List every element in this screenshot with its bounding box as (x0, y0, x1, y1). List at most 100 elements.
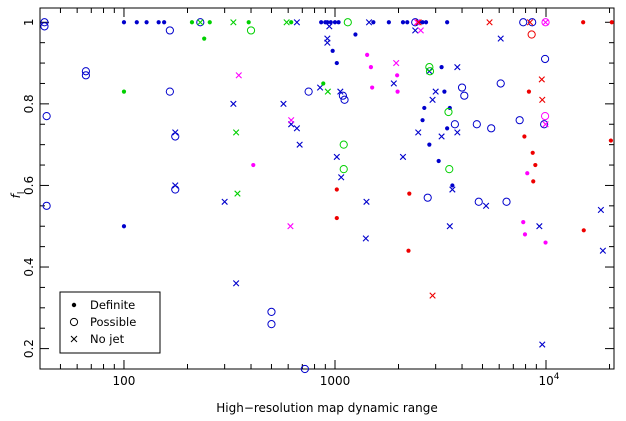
blue-dot-point (439, 65, 444, 70)
magenta-dot-point (365, 52, 370, 58)
y-tick-label: 0.6 (22, 176, 36, 195)
legend-label-definite: Definite (90, 298, 135, 312)
blue-circle-point (423, 193, 432, 202)
red-cross-point (415, 19, 422, 26)
blue-dot-point (121, 224, 127, 229)
green-circle-point (444, 107, 453, 117)
magenta-dot-point (543, 240, 548, 245)
magenta-cross-point (413, 19, 421, 26)
blue-circle-point (450, 120, 459, 129)
blue-cross-point (230, 100, 237, 108)
data-points (40, 18, 614, 374)
blue-cross-point (432, 88, 439, 95)
legend-marker-no-jet (70, 335, 78, 343)
blue-dot-point (325, 20, 330, 25)
blue-circle-point (42, 201, 51, 210)
green-circle-point (445, 165, 454, 174)
axis-ticks (40, 8, 614, 370)
green-circle-point (246, 26, 256, 35)
red-dot-point (608, 138, 613, 143)
blue-cross-point (536, 223, 543, 230)
legend-box (59, 291, 161, 354)
green-cross-point (234, 190, 241, 197)
blue-cross-point (454, 63, 461, 71)
blue-cross-point (415, 129, 422, 136)
blue-dot-point (423, 20, 429, 25)
blue-cross-point (482, 202, 490, 210)
green-cross-point (230, 19, 237, 26)
blue-dot-point (427, 142, 432, 147)
blue-dot-point (442, 89, 447, 94)
red-dot-point (526, 89, 532, 94)
y-tick-label: 0.8 (22, 94, 36, 113)
blue-circle-point (502, 197, 511, 206)
x-tick-label-exponent: 4 (554, 372, 560, 382)
x-tick-label: 104 (538, 372, 559, 388)
blue-dot-point (405, 20, 410, 25)
magenta-cross-point (287, 223, 294, 230)
blue-cross-point (362, 235, 370, 242)
blue-cross-point (599, 247, 607, 254)
blue-dot-point (420, 20, 425, 25)
y-axis-label-main: f (9, 192, 23, 198)
magenta-dot-point (395, 89, 400, 94)
red-dot-point (609, 20, 614, 25)
blue-cross-point (172, 129, 179, 136)
green-circle-point (425, 63, 434, 72)
blue-cross-point (446, 223, 453, 230)
blue-circle-point (496, 79, 505, 88)
blue-circle-point (165, 87, 174, 96)
blue-cross-point (399, 153, 407, 161)
green-dot-point (207, 20, 212, 25)
blue-dot-point (330, 48, 335, 53)
blue-cross-point (232, 280, 240, 287)
green-dot-point (121, 89, 127, 94)
x-tick-label: 1000 (320, 374, 351, 388)
blue-dot-point (144, 20, 149, 25)
magenta-dot-point (521, 220, 526, 225)
x-tick-label: 100 (113, 374, 136, 388)
blue-dot-point (445, 20, 450, 25)
blue-cross-point (337, 88, 344, 95)
red-dot-point (334, 187, 339, 192)
magenta-cross-point (542, 121, 549, 128)
blue-cross-point (449, 186, 456, 193)
green-circle-point (425, 67, 435, 76)
blue-circle-point (519, 18, 528, 27)
blue-circle-point (487, 124, 496, 133)
red-cross-point (539, 96, 546, 103)
blue-circle-point (457, 83, 467, 92)
green-dot-point (246, 20, 251, 25)
blue-dot-point (162, 20, 167, 25)
magenta-cross-point (287, 116, 295, 124)
blue-circle-point (171, 185, 180, 194)
red-dot-point (522, 134, 527, 139)
red-circle-point (527, 30, 536, 39)
blue-circle-point (81, 67, 90, 76)
blue-dot-point (400, 20, 406, 25)
blue-circle-point (42, 111, 51, 121)
blue-circle-point (40, 22, 49, 31)
magenta-dot-point (525, 171, 530, 176)
magenta-circle-point (540, 111, 550, 121)
blue-cross-point (172, 182, 179, 189)
green-dot-point (289, 20, 294, 25)
blue-circle-point (81, 71, 90, 80)
blue-dot-point (332, 20, 338, 25)
red-dot-point (533, 162, 538, 168)
green-dot-point (189, 20, 195, 25)
blue-circle-point (460, 91, 469, 100)
x-tick-label-base: 1000 (320, 374, 351, 388)
magenta-dot-point (251, 162, 256, 168)
blue-circle-point (40, 18, 49, 27)
red-dot-point (531, 179, 536, 184)
magenta-cross-point (417, 27, 424, 34)
blue-cross-point (324, 39, 331, 46)
red-cross-point (526, 19, 534, 26)
blue-cross-point (338, 174, 345, 181)
blue-cross-point (597, 206, 605, 214)
magenta-cross-point (542, 19, 549, 26)
green-cross-point (197, 19, 204, 26)
blue-circle-point (300, 364, 309, 374)
